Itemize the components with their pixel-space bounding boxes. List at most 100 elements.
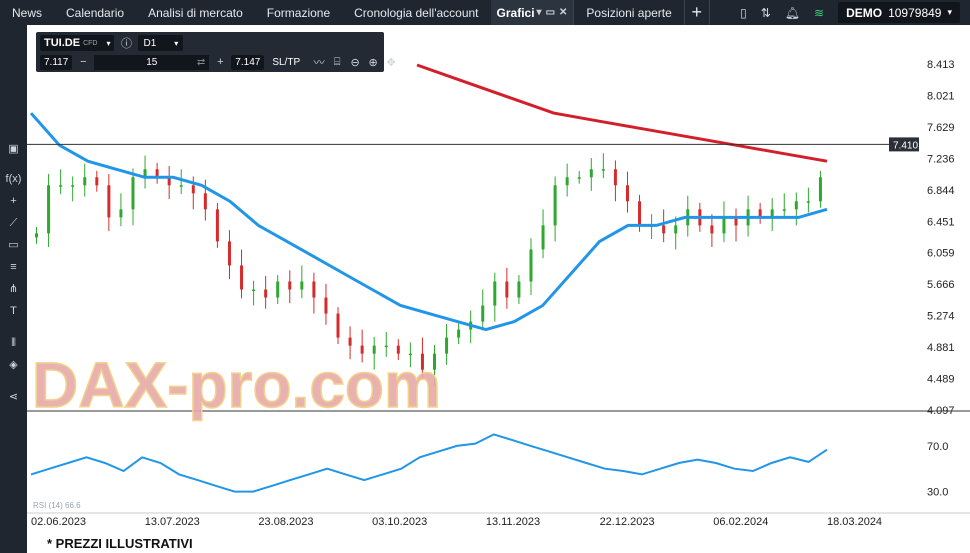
price-tick-label: 8.413 [927,59,955,71]
tab-open-positions[interactable]: Posizioni aperte [573,0,683,25]
minimize-icon[interactable]: ▭ [545,7,556,18]
tab-market-analysis[interactable]: Analisi di mercato [148,5,243,20]
price-tick-label: 6.059 [927,248,955,260]
chevron-down-icon[interactable]: ▾ [536,7,542,18]
candle-body [625,185,629,202]
time-tick-label: 13.11.2023 [486,516,540,528]
candle-body [119,209,123,218]
candle-body [360,345,364,354]
time-tick-label: 18.03.2024 [827,516,882,528]
info-icon[interactable]: ⓘ [120,38,132,50]
plus-icon[interactable]: + [217,56,224,68]
price-tick-label: 4.489 [927,374,955,386]
candle-body [215,209,219,242]
candle-body [179,185,183,187]
price-level-badge [889,137,919,152]
candle-body [517,281,521,298]
time-axis: 02.06.2023 13.07.2023 23.08.2023 03.10.2023… [31,516,882,528]
template-icon[interactable]: ⌸ [333,55,341,68]
ma-short-line [29,112,828,332]
ma-long-line [416,63,828,163]
candle-body [203,193,207,210]
candle-body [83,177,87,186]
sltp-button[interactable]: SL/TP [272,56,301,68]
candle-body [674,225,678,234]
account-mode: DEMO [846,5,883,20]
crosshair-icon[interactable]: + [10,195,17,207]
candle-body [167,177,171,186]
candle-body [710,225,714,234]
line-tool-icon[interactable]: ⟋ [9,217,18,229]
bell-icon[interactable]: 🔔︎ [784,5,801,20]
tab-account-history[interactable]: Cronologia dell'account [354,5,479,20]
add-tab-button[interactable]: + [683,0,710,25]
tab-charts[interactable]: Grafici ▾ ▭ ✕ [490,0,574,25]
candle-body [71,185,75,187]
instrument-panel: TUI.DE CFD ▾ ⓘ D1 ▾ 7.117 − 15 ⇄ + 7.147… [36,32,396,72]
zoom-in-icon[interactable]: ⊕ [368,56,378,69]
symbol-selector[interactable]: TUI.DE CFD ▾ [40,35,115,51]
account-selector[interactable]: DEMO 10979849 ▾ [838,2,960,23]
tab-news[interactable]: News [12,5,43,20]
price-tick-label: 6.451 [927,216,955,228]
candle-body [131,177,135,210]
candle-body [191,185,195,194]
rectangle-tool-icon[interactable]: ▭ [8,239,19,251]
candle-body [457,329,461,338]
currency-icon[interactable]: ⇅ [760,5,771,20]
quantity-field[interactable]: 15 ⇄ [94,54,210,70]
price-chart[interactable]: 8.413 8.021 7.629 7.236 6.844 6.451 6.059 5.666… [27,25,970,536]
close-icon[interactable]: ✕ [559,7,568,18]
timeframe-selector[interactable]: D1 ▾ [138,35,184,51]
monitor-icon[interactable]: ▣ [8,143,19,155]
sell-price[interactable]: 7.117 [40,54,73,70]
watermark: DAX-pro.com [31,348,441,422]
candle-body [577,177,581,179]
wifi-icon: ≋ [814,5,825,20]
time-tick-label: 22.12.2023 [600,516,655,528]
candle-body [408,353,412,356]
indicators-icon[interactable]: ⫴ [11,337,16,349]
candle-body [252,289,256,292]
candle-body [372,345,376,354]
swap-icon[interactable]: ⇄ [196,56,206,68]
symbol-type: CFD [83,39,98,47]
candle-body [613,169,617,186]
candle-body [806,201,810,203]
rsi-line [30,433,828,493]
candle-body [227,241,231,266]
moving-averages [29,63,828,332]
watermark-text: DAX-pro.com [32,349,441,421]
tab-calendar[interactable]: Calendario [66,5,125,20]
price-tick-label: 7.236 [927,153,955,165]
candle-body [107,185,111,218]
function-icon[interactable]: f(x) [5,173,22,185]
rsi-label: RSI (14) 66.6 [33,501,81,510]
candle-body [565,177,569,186]
candle-body [143,169,147,178]
candle-body [59,185,63,187]
move-icon[interactable]: ✥ [386,56,396,69]
text-tool-icon[interactable]: T [10,305,17,317]
chart-type-icon[interactable]: 〰 [313,57,325,69]
fibonacci-icon[interactable]: ≡ [10,261,17,273]
candle-body [95,177,99,186]
time-tick-label: 02.06.2023 [31,516,86,528]
price-tick-label: 4.881 [927,342,955,354]
price-level-label: 7.410 [893,140,918,151]
time-tick-label: 13.07.2023 [145,516,200,528]
candle-body [312,281,316,298]
pitchfork-icon[interactable]: ⋔ [8,283,19,295]
candle-body [348,337,352,346]
tab-charts-label: Grafici [496,5,535,20]
candle-body [300,281,304,290]
time-tick-label: 06.02.2024 [713,516,768,528]
buy-price[interactable]: 7.147 [231,54,265,70]
share-icon[interactable]: ⋖ [8,391,19,403]
zoom-out-icon[interactable]: ⊖ [350,56,360,69]
layers-icon[interactable]: ◈ [9,359,18,371]
tab-education[interactable]: Formazione [266,5,331,20]
chevron-down-icon: ▾ [947,7,952,17]
minus-icon[interactable]: − [80,56,87,68]
layout-icon[interactable]: ▯ [740,5,747,20]
